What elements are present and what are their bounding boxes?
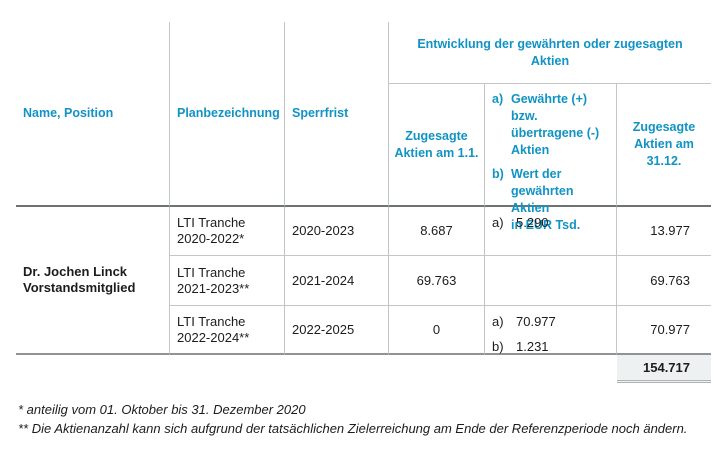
plan-row2-label: LTI Tranche 2021-2023**: [177, 264, 250, 296]
change-row1-a-value: 5.290: [516, 215, 549, 230]
cell-end-row3: 70.977: [617, 306, 711, 355]
change-row3-b: b) 1.231: [492, 339, 614, 355]
cell-sperrfrist-row2: 2021-2024: [285, 256, 389, 306]
cell-change-row2: [485, 256, 617, 306]
sperrfrist-row1-value: 2020-2023: [292, 223, 355, 238]
share-plan-table: Name, Position Planbezeichnung Sperrfris…: [16, 22, 711, 383]
header-name-position-label: Name, Position: [23, 106, 114, 120]
start-row3-value: 0: [432, 321, 441, 337]
cell-person: Dr. Jochen Linck Vorstandsmitglied: [16, 207, 170, 355]
header-zugesagte-aktien-31-12-label: Zugesagte Aktien am 31.12.: [632, 120, 696, 168]
end-row1-value: 13.977: [650, 223, 690, 238]
header-group-entwicklung: Entwicklung der gewährten oder zugesagte…: [389, 22, 711, 84]
header-change-a-text: Gewährte (+) bzw. übertragene (-) Aktien: [511, 92, 600, 157]
header-change-a-letter: a): [492, 92, 504, 106]
cell-plan-row2: LTI Tranche 2021-2023**: [170, 256, 285, 306]
header-change-b: b) Wert der gewährten Aktien in EUR Tsd.: [492, 166, 614, 234]
change-row3-a-letter: a): [492, 314, 504, 329]
header-change-b-text: Wert der gewährten Aktien in EUR Tsd.: [511, 167, 581, 232]
header-zugesagte-aktien-1-1: Zugesagte Aktien am 1.1.: [389, 84, 485, 207]
footnotes: * anteilig vom 01. Oktober bis 31. Dezem…: [18, 401, 687, 438]
header-change-a: a) Gewährte (+) bzw. übertragene (-) Akt…: [492, 91, 614, 159]
change-row1-a-letter: a): [492, 215, 504, 230]
person-name: Dr. Jochen Linck: [23, 264, 128, 279]
cell-total: 154.717: [617, 355, 711, 383]
change-row1-a: a) 5.290: [492, 215, 614, 231]
plan-row3-label: LTI Tranche 2022-2024**: [177, 313, 250, 345]
sperrfrist-row2-value: 2021-2024: [292, 272, 355, 288]
change-row3-b-value: 1.231: [516, 339, 549, 354]
cell-end-row2: 69.763: [617, 256, 711, 306]
header-change-b-letter: b): [492, 167, 504, 181]
header-sperrfrist: Sperrfrist: [285, 22, 389, 207]
cell-change-row3: a) 70.977 b) 1.231: [485, 306, 617, 355]
start-row2-value: 69.763: [416, 272, 457, 288]
cell-start-row2: 69.763: [389, 256, 485, 306]
cell-plan-row3: LTI Tranche 2022-2024**: [170, 306, 285, 355]
change-row3-a: a) 70.977: [492, 314, 614, 330]
footnote-1: * anteilig vom 01. Oktober bis 31. Dezem…: [18, 402, 306, 417]
header-zugesagte-aktien-1-1-label: Zugesagte Aktien am 1.1.: [394, 128, 479, 160]
cell-plan-row1: LTI Tranche 2020-2022*: [170, 207, 285, 256]
header-zugesagte-aktien-31-12: Zugesagte Aktien am 31.12.: [617, 84, 711, 207]
end-row2-value: 69.763: [650, 272, 690, 288]
cell-start-row3: 0: [389, 306, 485, 355]
header-gewaehrte-uebertragene: a) Gewährte (+) bzw. übertragene (-) Akt…: [485, 84, 617, 232]
header-planbezeichnung: Planbezeichnung: [170, 22, 285, 207]
start-row1-value: 8.687: [420, 223, 453, 238]
sperrfrist-row3-value: 2022-2025: [292, 321, 355, 337]
header-group-entwicklung-label: Entwicklung der gewährten oder zugesagte…: [417, 36, 683, 68]
header-sperrfrist-label: Sperrfrist: [292, 106, 349, 120]
cell-sperrfrist-row1: 2020-2023: [285, 207, 389, 256]
footnote-2: ** Die Aktienanzahl kann sich aufgrund d…: [18, 420, 688, 436]
plan-row1-label: LTI Tranche 2020-2022*: [177, 215, 246, 246]
cell-end-row1: 13.977: [617, 207, 711, 256]
end-row3-value: 70.977: [650, 321, 690, 337]
header-name-position: Name, Position: [16, 22, 170, 207]
header-planbezeichnung-label: Planbezeichnung: [177, 106, 280, 120]
total-value: 154.717: [643, 360, 690, 375]
cell-change-row1: a) 5.290: [485, 207, 617, 256]
person-role: Vorstandsmitglied: [23, 280, 136, 295]
cell-sperrfrist-row3: 2022-2025: [285, 306, 389, 355]
change-row3-b-letter: b): [492, 339, 504, 354]
cell-start-row1: 8.687: [389, 207, 485, 256]
change-row3-a-value: 70.977: [516, 314, 556, 329]
